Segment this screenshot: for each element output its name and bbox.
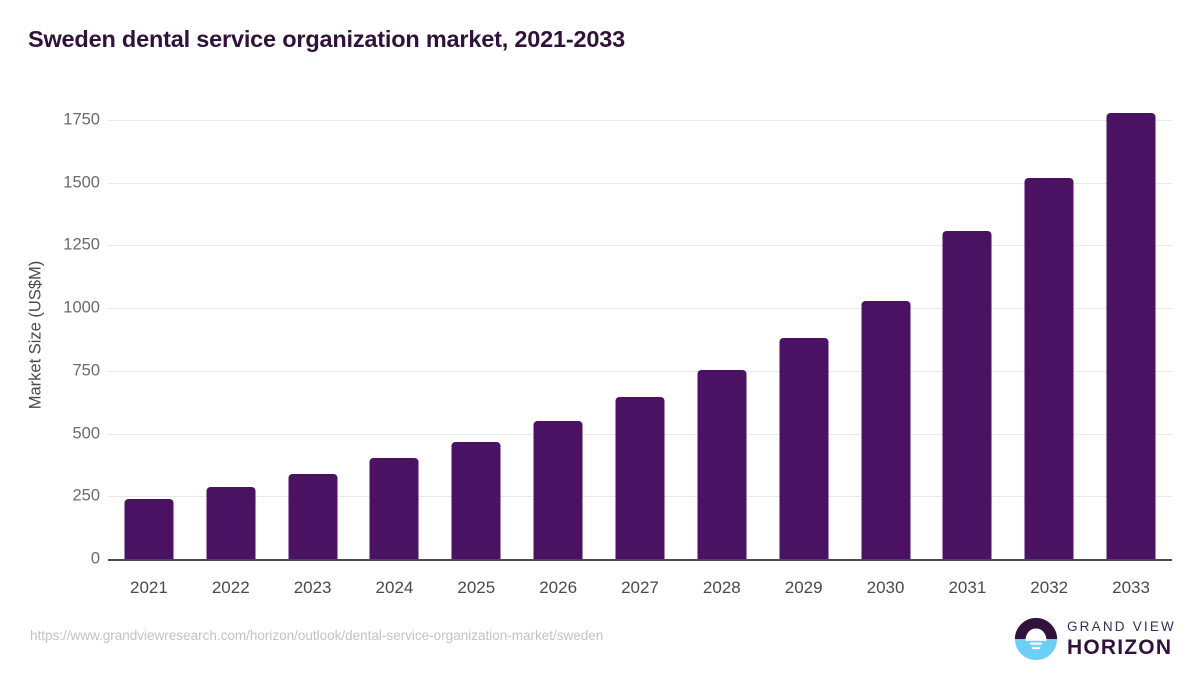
x-axis-tick-label: 2021 [130, 578, 168, 597]
y-axis-tick-label: 1500 [63, 173, 100, 192]
x-axis-tick-label: 2029 [784, 578, 823, 597]
bar[interactable] [124, 499, 174, 559]
bar[interactable] [288, 473, 338, 559]
x-axis-tick-label: 2025 [457, 578, 496, 597]
brand-logo: GRAND VIEW HORIZON [1014, 617, 1176, 661]
y-axis-tick-label: 1000 [63, 298, 100, 317]
y-axis-tick-label: 250 [72, 486, 100, 505]
gridline [108, 120, 1172, 122]
y-axis-title: Market Size (US$M) [26, 260, 45, 409]
bar-group: 2028 [681, 110, 763, 597]
x-axis-tick-label: 2023 [293, 578, 332, 597]
y-axis-tick-label: 1750 [63, 110, 100, 129]
bar[interactable] [615, 397, 665, 559]
x-axis-tick-label: 2032 [1030, 578, 1069, 597]
bar[interactable] [206, 486, 256, 559]
y-axis-tick-label: 500 [72, 424, 100, 443]
bar-group: 2033 [1090, 110, 1172, 597]
bar-group: 2024 [354, 110, 436, 597]
bar-group: 2023 [272, 110, 354, 597]
bar-group: 2027 [599, 110, 681, 597]
bar[interactable] [1024, 177, 1074, 559]
grand-view-horizon-logo-icon [1014, 617, 1058, 661]
gridline [108, 308, 1172, 310]
bar-group: 2030 [845, 110, 927, 597]
page-title: Sweden dental service organization marke… [28, 26, 625, 52]
plot-area: Market Size (US$M) 0 250 500 750 1000 1250 150… [27, 110, 1172, 597]
x-axis-tick-label: 2031 [948, 578, 987, 597]
logo-line-two: HORIZON [1066, 635, 1173, 659]
bar-group: 2021 [108, 110, 190, 597]
x-axis-tick-label: 2024 [375, 578, 414, 597]
axis-baseline [108, 559, 1172, 561]
x-axis-tick-label: 2027 [621, 578, 659, 597]
bar-group: 2025 [435, 110, 517, 597]
gridline [108, 182, 1172, 184]
bar[interactable] [369, 458, 419, 559]
bar[interactable] [779, 338, 829, 559]
y-axis-tick-label: 1250 [63, 235, 100, 254]
x-axis-tick-label: 2026 [539, 578, 578, 597]
bar[interactable] [942, 230, 992, 559]
logo-line-one: GRAND VIEW [1066, 619, 1176, 635]
gridline [108, 245, 1172, 247]
bar[interactable] [697, 369, 747, 559]
bar[interactable] [533, 421, 583, 559]
bar[interactable] [1106, 112, 1156, 559]
bar-group: 2029 [763, 110, 845, 597]
source-url[interactable]: https://www.grandviewresearch.com/horizo… [30, 628, 604, 643]
x-axis-tick-label: 2028 [702, 578, 741, 597]
bar[interactable] [451, 441, 501, 559]
x-axis-tick-label: 2033 [1112, 578, 1150, 597]
logo-wordmark: GRAND VIEW HORIZON [1067, 620, 1176, 658]
x-axis-tick-label: 2022 [211, 578, 250, 597]
bar-group: 2031 [926, 110, 1008, 597]
gridline [108, 370, 1172, 372]
bars-layer: 2021 2022 2023 2024 2025 2026 2027 2028 2029 2030… [108, 110, 1172, 597]
bar-group: 2032 [1008, 110, 1090, 597]
bar[interactable] [861, 300, 911, 559]
bar-group: 2022 [190, 110, 272, 597]
y-axis-tick-label: 0 [90, 549, 100, 568]
y-axis-tick-label: 750 [72, 361, 100, 380]
x-axis-tick-label: 2030 [866, 578, 905, 597]
bar-group: 2026 [517, 110, 599, 597]
